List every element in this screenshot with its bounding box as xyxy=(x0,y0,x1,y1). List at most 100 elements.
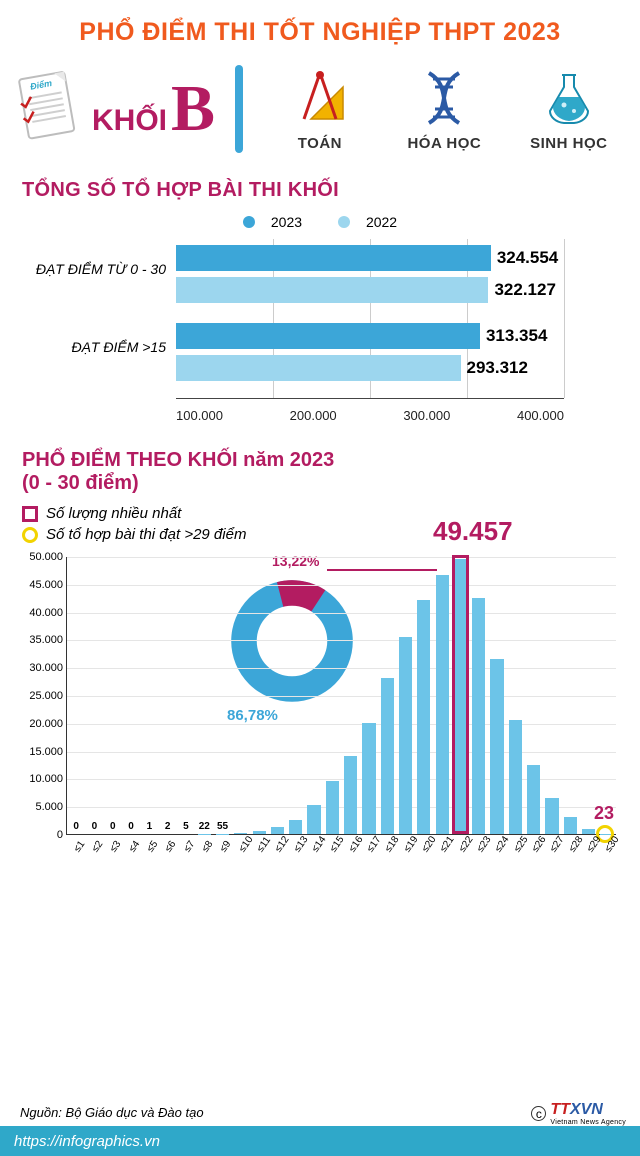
page-title: PHỔ ĐIỂM THI TỐT NGHIỆP THPT 2023 xyxy=(0,18,640,47)
hist-xtick: ≤4 xyxy=(127,839,142,854)
bar-section-title: TỔNG SỐ TỔ HỢP BÀI THI KHỐI xyxy=(22,179,618,202)
hist-bar xyxy=(307,805,320,834)
hist-xtick: ≤28 xyxy=(567,834,586,854)
hbar-row: 313.354ĐẠT ĐIỂM >15 xyxy=(176,323,480,349)
hist-bar xyxy=(472,598,485,834)
peak-box xyxy=(452,555,468,834)
hbar-row: 324.554ĐẠT ĐIỂM TỪ 0 - 30 xyxy=(176,245,491,271)
subject-label: TOÁN xyxy=(298,135,342,152)
hist-xtick: ≤22 xyxy=(457,834,476,854)
donut-small-pct: 13,22% xyxy=(272,553,319,569)
hist-ytick: 50.000 xyxy=(17,551,63,563)
hist-xtick: ≤27 xyxy=(548,834,567,854)
hist-bar xyxy=(509,720,522,834)
hist-xtick: ≤6 xyxy=(163,839,178,854)
hist-xtick: ≤2 xyxy=(90,839,105,854)
compass-icon xyxy=(289,67,351,129)
hist-xtick: ≤13 xyxy=(292,834,311,854)
header-row: Điểm KHỐI B TOÁN xyxy=(14,65,626,153)
hist-value-label: 55 xyxy=(217,821,228,832)
hbar-row: 293.312 xyxy=(176,355,461,381)
last-label: 23 xyxy=(594,803,614,824)
hist-xtick: ≤15 xyxy=(328,834,347,854)
donut-big-pct: 86,78% xyxy=(227,707,278,724)
footer-bar: https://infographics.vn xyxy=(0,1126,640,1156)
vertical-divider xyxy=(235,65,243,153)
hist-value-label: 0 xyxy=(128,821,134,832)
hbar-xtick: 200.000 xyxy=(290,408,337,423)
hist-xtick: ≤29 xyxy=(585,834,604,854)
hist-xtick: ≤7 xyxy=(182,839,197,854)
hist-xtick: ≤12 xyxy=(273,834,292,854)
block-label: KHỐI B xyxy=(92,71,215,147)
hist-xtick: ≤25 xyxy=(512,834,531,854)
legend-2023: 2023 xyxy=(271,214,302,230)
subject-label: SINH HỌC xyxy=(530,135,607,152)
infographic-page: PHỔ ĐIỂM THI TỐT NGHIỆP THPT 2023 Điểm xyxy=(0,18,640,1156)
legend-dot-2023 xyxy=(243,216,255,228)
hist-xtick: ≤30 xyxy=(603,834,622,854)
hist-xtick: ≤17 xyxy=(365,834,384,854)
bar-legend: 2023 2022 xyxy=(0,214,640,231)
hist-xtick: ≤20 xyxy=(420,834,439,854)
hist-bar xyxy=(253,831,266,834)
khoi-text: KHỐI xyxy=(92,104,167,138)
legend-peak-text: Số lượng nhiều nhất xyxy=(46,505,181,522)
subject-chemistry: HÓA HỌC xyxy=(387,67,501,152)
hist-ytick: 25.000 xyxy=(17,690,63,702)
hbar-row: 322.127 xyxy=(176,277,488,303)
hist-bar xyxy=(545,798,558,834)
hist-ytick: 10.000 xyxy=(17,773,63,785)
hist-legend: Số lượng nhiều nhất Số tổ hợp bài thi đạ… xyxy=(22,505,618,543)
hbar-xtick: 400.000 xyxy=(517,408,564,423)
hist-xtick: ≤23 xyxy=(475,834,494,854)
footer: Nguồn: Bộ Giáo dục và Đào tạo c TTXVN Vi… xyxy=(0,1098,640,1156)
dna-icon xyxy=(413,67,475,129)
hist-title-line1: PHỔ ĐIỂM THEO KHỐI năm 2023 xyxy=(22,449,618,472)
footer-url: https://infographics.vn xyxy=(14,1133,160,1150)
hist-bar xyxy=(582,829,595,834)
hist-xtick: ≤14 xyxy=(310,834,329,854)
legend-last-icon xyxy=(22,527,38,543)
legend-2022: 2022 xyxy=(366,214,397,230)
hist-bar xyxy=(417,600,430,834)
copyright-icon: c xyxy=(531,1106,546,1121)
hist-value-label: 22 xyxy=(199,821,210,832)
hist-ytick: 35.000 xyxy=(17,634,63,646)
hist-bar xyxy=(344,756,357,834)
hist-xtick: ≤8 xyxy=(200,839,215,854)
hist-xtick: ≤9 xyxy=(218,839,233,854)
khoi-letter: B xyxy=(171,71,215,147)
hist-value-label: 5 xyxy=(183,821,189,832)
hist-value-label: 1 xyxy=(147,821,153,832)
hist-ytick: 20.000 xyxy=(17,718,63,730)
hist-ytick: 15.000 xyxy=(17,746,63,758)
hist-bar xyxy=(436,575,449,834)
hist-bar xyxy=(289,820,302,834)
hist-value-label: 0 xyxy=(73,821,79,832)
hist-bar xyxy=(527,765,540,835)
legend-peak-icon xyxy=(22,506,38,522)
hist-xtick: ≤18 xyxy=(383,834,402,854)
hist-bar xyxy=(326,781,339,834)
hist-bar xyxy=(564,817,577,834)
hist-xtick: ≤26 xyxy=(530,834,549,854)
hist-xtick: ≤3 xyxy=(108,839,123,854)
agency-logo: c TTXVN Vietnam News Agency xyxy=(531,1101,626,1126)
hist-ytick: 0 xyxy=(17,829,63,841)
hist-value-label: 0 xyxy=(110,821,116,832)
hist-ytick: 5.000 xyxy=(17,801,63,813)
hist-title-line2: (0 - 30 điểm) xyxy=(22,472,618,495)
hist-ytick: 45.000 xyxy=(17,579,63,591)
paper-icon: Điểm xyxy=(14,67,82,152)
hist-xtick: ≤5 xyxy=(145,839,160,854)
hist-xtick: ≤11 xyxy=(255,835,273,854)
hist-xtick: ≤1 xyxy=(72,839,87,854)
peak-label: 49.457 xyxy=(433,516,513,547)
hbar-xtick: 100.000 xyxy=(176,408,223,423)
subject-biology: SINH HỌC xyxy=(512,67,626,152)
hist-bar xyxy=(362,723,375,834)
hist-ytick: 30.000 xyxy=(17,662,63,674)
hist-section-title: PHỔ ĐIỂM THEO KHỐI năm 2023 (0 - 30 điểm… xyxy=(22,449,618,495)
legend-dot-2022 xyxy=(338,216,350,228)
